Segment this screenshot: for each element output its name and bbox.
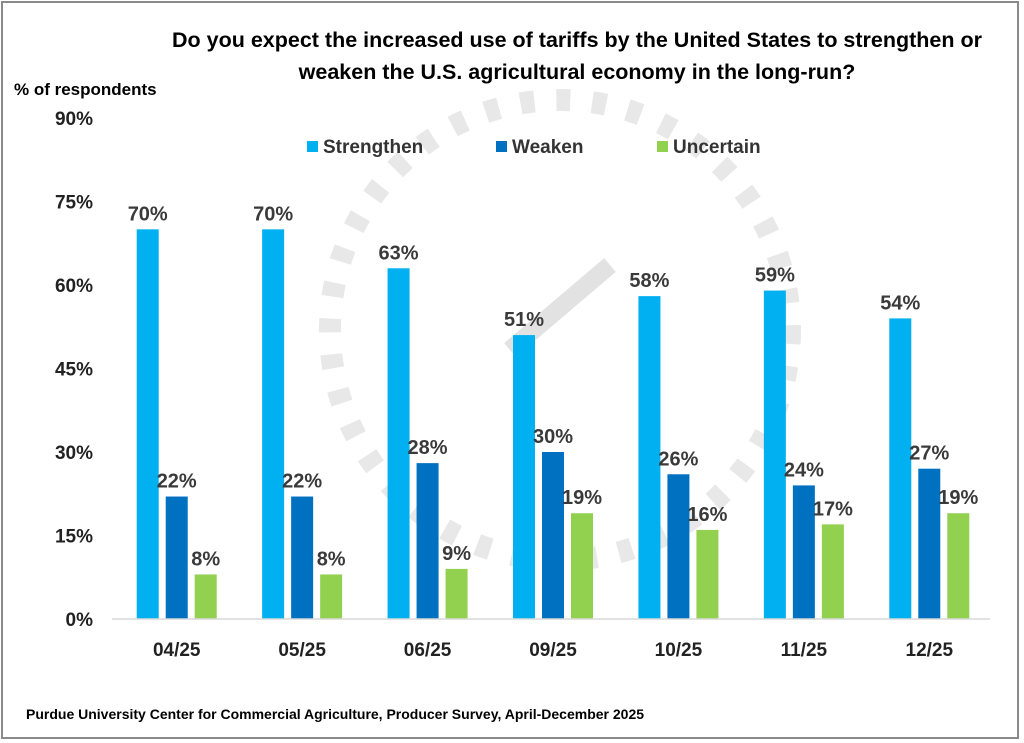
data-label: 24% bbox=[784, 459, 824, 481]
data-label: 19% bbox=[938, 487, 978, 509]
x-tick-label: 09/25 bbox=[529, 640, 577, 661]
bar-weaken bbox=[542, 452, 564, 619]
legend-swatch-strengthen bbox=[307, 141, 318, 152]
bar-strengthen bbox=[387, 268, 410, 619]
y-tick-label: 60% bbox=[55, 276, 93, 297]
legend-swatch-weaken bbox=[496, 141, 507, 152]
bar-weaken bbox=[291, 496, 314, 619]
data-label: 58% bbox=[629, 270, 669, 292]
data-label: 28% bbox=[408, 437, 448, 459]
y-tick-label: 75% bbox=[55, 193, 93, 214]
data-label: 9% bbox=[442, 543, 471, 565]
x-tick-label: 06/25 bbox=[404, 640, 452, 661]
bar-weaken bbox=[918, 468, 941, 619]
data-label: 51% bbox=[504, 309, 544, 331]
source-note: Purdue University Center for Commercial … bbox=[26, 706, 645, 722]
bar-uncertain bbox=[947, 513, 970, 619]
y-tick-label: 90% bbox=[55, 109, 93, 130]
data-label: 22% bbox=[282, 471, 322, 493]
data-label: 17% bbox=[813, 498, 853, 520]
data-label: 8% bbox=[317, 548, 346, 570]
y-axis-label: % of respondents bbox=[14, 80, 157, 99]
data-label: 59% bbox=[755, 265, 795, 287]
data-label: 22% bbox=[157, 471, 197, 493]
y-tick-label: 45% bbox=[55, 360, 93, 381]
bar-strengthen bbox=[136, 229, 159, 620]
data-label: 16% bbox=[687, 504, 727, 526]
bar-weaken bbox=[165, 496, 188, 619]
data-label: 63% bbox=[379, 242, 419, 264]
data-label: 19% bbox=[562, 487, 602, 509]
data-label: 30% bbox=[533, 426, 573, 448]
legend-swatch-uncertain bbox=[657, 141, 668, 152]
data-label: 54% bbox=[880, 292, 920, 314]
y-tick-label: 30% bbox=[55, 443, 93, 464]
chart-title: Do you expect the increased use of tarif… bbox=[172, 28, 982, 84]
y-tick-label: 15% bbox=[55, 527, 93, 548]
y-tick-label: 0% bbox=[66, 610, 94, 631]
data-label: 26% bbox=[658, 448, 698, 470]
x-tick-label: 04/25 bbox=[153, 640, 201, 661]
x-tick-label: 10/25 bbox=[655, 640, 703, 661]
bar-uncertain bbox=[696, 529, 719, 619]
x-tick-label: 11/25 bbox=[781, 640, 828, 661]
data-label: 8% bbox=[191, 548, 220, 570]
bar-uncertain bbox=[571, 513, 593, 619]
bar-strengthen bbox=[763, 290, 786, 619]
legend-label: Strengthen bbox=[323, 137, 423, 158]
legend-label: Weaken bbox=[512, 137, 583, 158]
data-label: 70% bbox=[128, 203, 168, 225]
bar-strengthen bbox=[262, 229, 285, 620]
data-label: 27% bbox=[909, 443, 949, 465]
bar-weaken bbox=[416, 463, 439, 619]
bar-strengthen bbox=[638, 296, 661, 619]
x-tick-label: 05/25 bbox=[278, 640, 326, 661]
x-tick-label: 12/25 bbox=[906, 640, 954, 661]
bar-uncertain bbox=[194, 574, 217, 619]
bar-weaken bbox=[792, 485, 815, 619]
legend-label: Uncertain bbox=[673, 137, 761, 158]
data-label: 70% bbox=[253, 203, 293, 225]
bar-uncertain bbox=[445, 568, 468, 619]
bar-uncertain bbox=[821, 524, 844, 619]
bar-strengthen bbox=[513, 335, 535, 619]
bar-weaken bbox=[667, 474, 690, 619]
bar-uncertain bbox=[320, 574, 343, 619]
bar-strengthen bbox=[889, 318, 912, 619]
